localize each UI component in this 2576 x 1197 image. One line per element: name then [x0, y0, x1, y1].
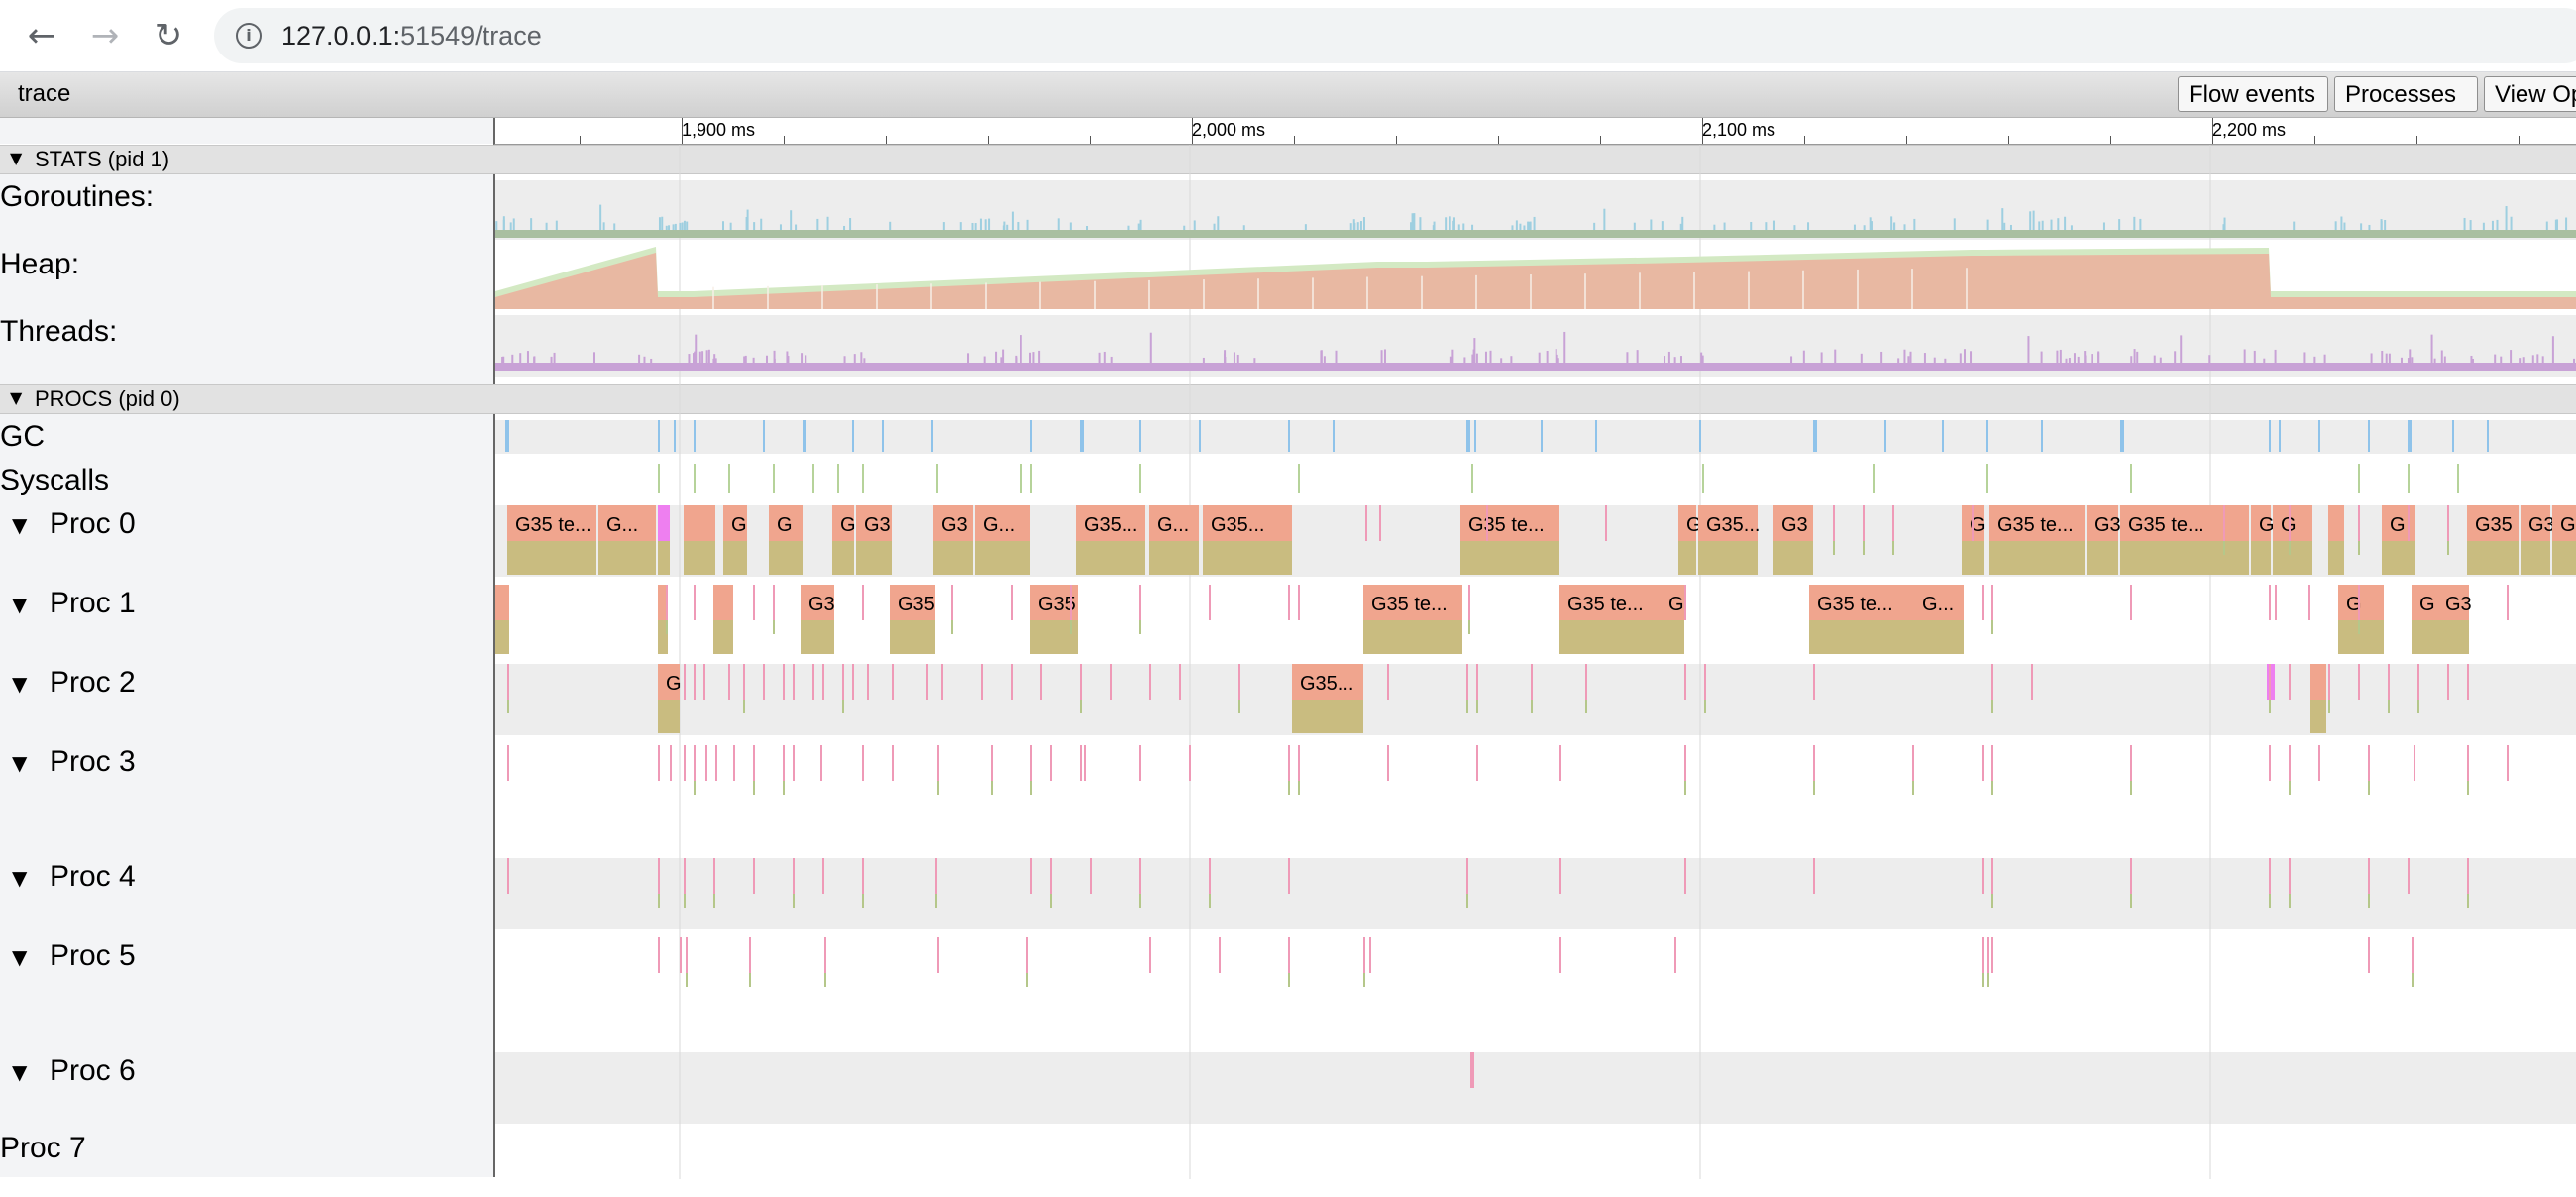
goroutines-label: Goroutines: [0, 180, 155, 213]
ruler-label: 2,000 ms [1192, 120, 1266, 140]
stats-label-column: Goroutines: Heap: Threads: [0, 174, 493, 384]
ruler-major-tick [1702, 118, 1703, 144]
heap-label: Heap: [0, 248, 80, 280]
ruler-major-tick [1192, 118, 1193, 144]
url-host: 127.0.0.1: [281, 21, 401, 51]
info-icon[interactable]: i [236, 23, 262, 49]
goroutines-track[interactable] [495, 180, 2576, 240]
url-path: 51549/trace [400, 21, 542, 51]
expand-caret-icon[interactable]: ▼ [12, 593, 28, 616]
ruler-minor-tick [784, 136, 785, 144]
ruler-minor-tick [1090, 136, 1091, 144]
gc-track[interactable] [495, 420, 2576, 454]
address-bar[interactable]: i 127.0.0.1:51549/trace [214, 8, 2576, 63]
ruler-minor-tick [1498, 136, 1499, 144]
stats-process-label: STATS (pid 1) [35, 147, 170, 171]
url-text[interactable]: 127.0.0.1:51549/trace [281, 8, 542, 63]
ruler-minor-tick [1804, 136, 1805, 144]
stats-process-header[interactable]: ▼ STATS (pid 1) [0, 145, 2576, 174]
proc5-label: Proc 5 [50, 939, 136, 972]
trace-toolbar: trace Flow events Processes View Opt [0, 72, 2576, 118]
proc7-label: Proc 7 [0, 1132, 86, 1164]
view-options-button[interactable]: View Opt [2484, 76, 2576, 112]
procs-label-column: GC Syscalls ▼ Proc 0 ▼ Proc 1 ▼ Proc 2 ▼… [0, 414, 493, 1177]
ruler-minor-tick [2008, 136, 2009, 144]
proc0-label: Proc 0 [50, 507, 136, 540]
time-ruler[interactable]: 1,900 ms 2,000 ms 2,100 ms 2,200 ms [493, 118, 2576, 145]
stats-plot-area[interactable] [493, 174, 2576, 384]
ruler-minor-tick [1906, 136, 1907, 144]
expand-caret-icon[interactable]: ▼ [12, 1060, 28, 1084]
syscalls-label: Syscalls [0, 464, 110, 496]
processes-button[interactable]: Processes [2334, 76, 2478, 112]
ruler-minor-tick [886, 136, 887, 144]
procs-plot-area[interactable] [493, 414, 2576, 1177]
proc4-label: Proc 4 [50, 860, 136, 893]
ruler-minor-tick [988, 136, 989, 144]
threads-track[interactable] [495, 315, 2576, 377]
proc6-track[interactable] [495, 1052, 2576, 1124]
proc4-track[interactable] [495, 858, 2576, 929]
ruler-major-tick [2212, 118, 2213, 144]
threads-label: Threads: [0, 315, 118, 348]
back-arrow-icon[interactable]: ← [27, 16, 56, 55]
browser-chrome: ← → ↻ i 127.0.0.1:51549/trace [0, 0, 2576, 72]
ruler-label: 2,100 ms [1702, 120, 1776, 140]
expand-caret-icon[interactable]: ▼ [12, 513, 28, 537]
expand-caret-icon[interactable]: ▼ [12, 945, 28, 969]
ruler-minor-tick [1600, 136, 1601, 144]
procs-process-label: PROCS (pid 0) [35, 386, 180, 411]
expand-caret-icon[interactable]: ▼ [12, 866, 28, 890]
forward-arrow-icon[interactable]: → [90, 16, 120, 55]
heap-track[interactable] [495, 250, 2576, 309]
collapse-caret-icon[interactable]: ▼ [10, 149, 23, 167]
ruler-spacer [0, 118, 493, 144]
proc0-track[interactable] [495, 505, 2576, 577]
ruler-minor-tick [1396, 136, 1397, 144]
gc-label: GC [0, 420, 45, 453]
expand-caret-icon[interactable]: ▼ [12, 751, 28, 775]
ruler-minor-tick [1294, 136, 1295, 144]
proc2-label: Proc 2 [50, 666, 136, 699]
procs-process-header[interactable]: ▼ PROCS (pid 0) [0, 384, 2576, 414]
ruler-minor-tick [2416, 136, 2417, 144]
ruler-minor-tick [580, 136, 581, 144]
ruler-major-tick [682, 118, 683, 144]
proc1-label: Proc 1 [50, 587, 136, 619]
ruler-label: 2,200 ms [2212, 120, 2287, 140]
ruler-minor-tick [2110, 136, 2111, 144]
proc3-label: Proc 3 [50, 745, 136, 778]
proc2-track[interactable] [495, 664, 2576, 735]
collapse-caret-icon[interactable]: ▼ [10, 388, 23, 407]
ruler-minor-tick [2519, 136, 2520, 144]
ruler-minor-tick [2314, 136, 2315, 144]
ruler-label: 1,900 ms [682, 120, 756, 140]
flow-events-button[interactable]: Flow events [2178, 76, 2328, 112]
proc6-label: Proc 6 [50, 1054, 136, 1087]
expand-caret-icon[interactable]: ▼ [12, 672, 28, 696]
reload-icon[interactable]: ↻ [154, 16, 183, 55]
trace-title: trace [18, 80, 71, 107]
